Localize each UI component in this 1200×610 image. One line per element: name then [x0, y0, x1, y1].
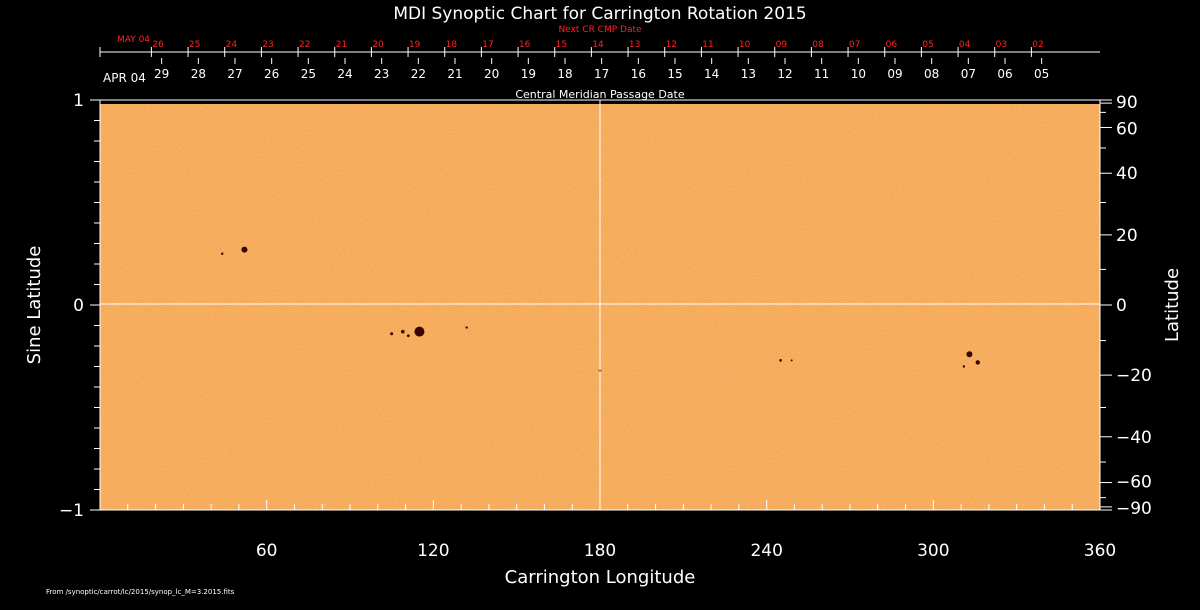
- sunspot: [390, 332, 394, 336]
- next-cr-date-label: 04: [959, 40, 971, 50]
- next-cr-date-label: 06: [886, 40, 898, 50]
- sunspot: [962, 365, 966, 368]
- y-right-tick-label: 20: [1116, 226, 1138, 246]
- next-cr-date-label: 10: [739, 40, 751, 50]
- cmp-date-label: 22: [411, 67, 426, 81]
- cmp-date-label: 14: [704, 67, 719, 81]
- left-y-axis: 1 0 −1: [59, 91, 100, 521]
- next-cr-date-label: 13: [629, 40, 640, 50]
- next-cr-date-label: 12: [666, 40, 677, 50]
- sunspot: [966, 351, 973, 358]
- next-cr-date-label: 14: [592, 40, 604, 50]
- y-right-tick-label: 90: [1116, 93, 1138, 113]
- right-y-axis-label: Latitude: [1162, 268, 1183, 342]
- sunspot: [790, 359, 793, 362]
- y-left-tick-label: 0: [73, 296, 84, 316]
- cmp-date-label: 26: [264, 67, 279, 81]
- cmp-dates: APR 04 29 28 27 26 25 24 23 22 21 20 19 18 17 16 15 14 13…: [103, 58, 1049, 85]
- cmp-date-label: 07: [961, 67, 976, 81]
- next-cr-date-label: 23: [262, 40, 273, 50]
- cmp-date-label: 23: [374, 67, 389, 81]
- cmp-axis-label: Central Meridian Passage Date: [515, 88, 684, 101]
- next-cr-date-label: 19: [409, 40, 421, 50]
- x-tick-label: 180: [584, 541, 616, 561]
- sunspot: [779, 359, 782, 362]
- cmp-date-label: 20: [484, 67, 499, 81]
- next-cr-date-label: 20: [372, 40, 384, 50]
- y-right-tick-label: −40: [1116, 428, 1152, 448]
- x-tick-label: 60: [256, 541, 278, 561]
- cmp-date-label: 27: [227, 67, 242, 81]
- x-axis-ticks: 60 120 180 240 300 360: [127, 500, 1116, 561]
- chart-title: MDI Synoptic Chart for Carrington Rotati…: [393, 4, 806, 24]
- next-cr-date-label: 16: [519, 40, 531, 50]
- y-right-tick-label: 60: [1116, 119, 1138, 139]
- next-cr-date-label: 25: [189, 40, 200, 50]
- y-left-tick-label: −1: [59, 501, 84, 521]
- next-cr-date-label: 24: [226, 40, 238, 50]
- sunspot: [465, 326, 468, 329]
- next-cr-date-label: MAY 04: [117, 35, 150, 45]
- y-right-tick-label: 0: [1116, 296, 1127, 316]
- x-axis-label: Carrington Longitude: [505, 567, 696, 588]
- left-y-axis-label: Sine Latitude: [24, 246, 45, 365]
- sunspot: [414, 326, 425, 337]
- cmp-date-label: 16: [631, 67, 646, 81]
- right-y-axis: 90 60 40 20 0 −20 −40 −60 −90: [1100, 93, 1152, 519]
- sunspot: [221, 252, 224, 255]
- next-cr-date-label: 05: [922, 40, 933, 50]
- cmp-date-label: 13: [741, 67, 756, 81]
- x-tick-label: 120: [417, 541, 449, 561]
- next-cr-date-label: 03: [996, 40, 1007, 50]
- next-cr-date-label: 11: [702, 40, 713, 50]
- cmp-date-label: APR 04: [103, 71, 146, 85]
- cmp-date-label: 25: [301, 67, 316, 81]
- cmp-date-label: 09: [887, 67, 902, 81]
- next-cr-date-label: 22: [299, 40, 310, 50]
- cmp-date-label: 05: [1034, 67, 1049, 81]
- cmp-date-label: 21: [447, 67, 462, 81]
- cmp-date-label: 06: [997, 67, 1012, 81]
- plot-area: [99, 99, 1101, 511]
- sunspot: [975, 360, 980, 365]
- x-tick-label: 360: [1084, 541, 1116, 561]
- next-cr-date-label: 18: [446, 40, 458, 50]
- next-cr-date-label: 02: [1032, 40, 1043, 50]
- next-cr-dates: MAY 04 26 25 24 23 22 21 20 19 18 17 16 15 14 13 12 11 10…: [99, 35, 1044, 57]
- cmp-date-label: 19: [521, 67, 536, 81]
- next-cr-date-label: 15: [556, 40, 567, 50]
- cmp-date-label: 10: [851, 67, 866, 81]
- next-cr-date-label: 08: [812, 40, 824, 50]
- cmp-date-label: 11: [814, 67, 829, 81]
- cmp-date-label: 29: [154, 67, 169, 81]
- next-cr-date-label: 26: [152, 40, 164, 50]
- next-cr-date-label: 17: [482, 40, 493, 50]
- x-tick-label: 240: [750, 541, 782, 561]
- cmp-date-label: 15: [667, 67, 682, 81]
- y-right-tick-label: −60: [1116, 473, 1152, 493]
- sunspot: [241, 246, 248, 253]
- next-cr-date-label: 07: [849, 40, 860, 50]
- y-right-tick-label: −20: [1116, 366, 1152, 386]
- sunspot: [406, 334, 410, 338]
- next-cr-date-label: 09: [776, 40, 788, 50]
- source-footer: From /synoptic/carrot/lc/2015/synop_lc_M…: [46, 588, 235, 596]
- next-cr-label: Next CR CMP Date: [558, 25, 642, 35]
- cmp-date-label: 17: [594, 67, 609, 81]
- cmp-date-label: 28: [191, 67, 206, 81]
- sunspot: [400, 329, 405, 334]
- next-cr-date-label: 21: [336, 40, 347, 50]
- y-left-tick-label: 1: [73, 91, 84, 111]
- cmp-date-label: 08: [924, 67, 939, 81]
- cmp-date-label: 24: [337, 67, 352, 81]
- cmp-date-label: 12: [777, 67, 792, 81]
- y-right-tick-label: 40: [1116, 164, 1138, 184]
- y-right-tick-label: −90: [1116, 499, 1152, 519]
- x-tick-label: 300: [917, 541, 949, 561]
- cmp-date-label: 18: [557, 67, 572, 81]
